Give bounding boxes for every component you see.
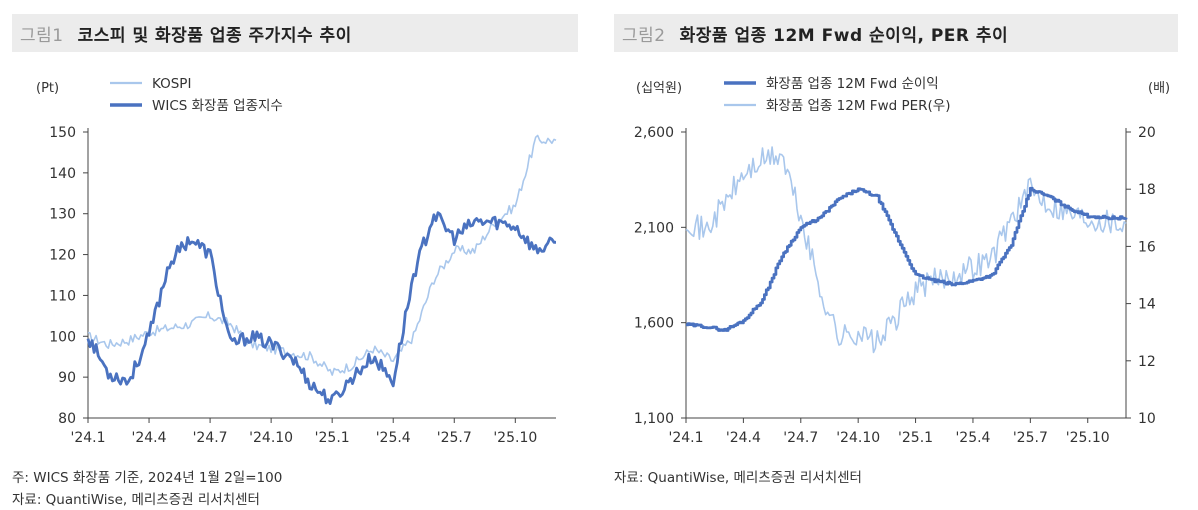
y-tick-label: 90	[58, 370, 76, 386]
figure-1-title: 코스피 및 화장품 업종 주가지수 추이	[77, 25, 352, 46]
y-axis-right-unit: (배)	[1148, 81, 1170, 96]
figure-1-source: 자료: QuantiWise, 메리츠증권 리서치센터	[12, 492, 260, 508]
y-right-tick-label: 18	[1138, 182, 1156, 198]
y-left-tick-label: 1,100	[634, 411, 674, 427]
figure-2-title-bar: 그림2 화장품 업종 12M Fwd 순이익, PER 추이	[614, 14, 1178, 52]
net-income-series-line	[686, 186, 1128, 332]
legend-label: 화장품 업종 12M Fwd 순이익	[766, 76, 939, 92]
legend-label: KOSPI	[152, 76, 191, 92]
y-right-tick-label: 12	[1138, 354, 1156, 370]
per-series-line	[685, 146, 1127, 354]
x-tick-label: '24.10	[249, 430, 293, 446]
y-tick-label: 130	[49, 207, 76, 223]
x-tick-label: '25.10	[1066, 430, 1110, 446]
legend-label: WICS 화장품 업종지수	[152, 98, 283, 114]
figure-2-source: 자료: QuantiWise, 메리츠증권 리서치센터	[614, 470, 862, 486]
x-tick-label: '25.7	[1013, 430, 1048, 446]
y-tick-label: 150	[49, 125, 76, 141]
y-tick-label: 100	[49, 329, 76, 345]
x-tick-label: '25.7	[437, 430, 472, 446]
figure-1-panel: 그림1 코스피 및 화장품 업종 주가지수 추이 (Pt) 80 90 100 110 1…	[0, 0, 590, 510]
x-tick-label: '25.4	[376, 430, 411, 446]
legend-label: 화장품 업종 12M Fwd PER(우)	[766, 98, 950, 114]
y-tick-label: 110	[49, 288, 76, 304]
x-tick-label: '25.1	[898, 430, 933, 446]
figure-2-number: 그림2	[622, 25, 666, 46]
x-tick-label: '24.4	[726, 430, 761, 446]
x-tick-label: '24.10	[836, 430, 880, 446]
figure-2-chart: (십억원) (배) 1,100 1,600 2,100 2,600 10 12 14 16 18 20…	[634, 76, 1170, 446]
x-tick-label: '24.1	[70, 430, 105, 446]
y-tick-label: 140	[49, 166, 76, 182]
y-right-tick-label: 20	[1138, 125, 1156, 141]
figure-2-title: 화장품 업종 12M Fwd 순이익, PER 추이	[679, 25, 1009, 46]
figure-1-chart: (Pt) 80 90 100 110 120 130 140 150 '24.1 '24.4 '24.…	[36, 76, 557, 446]
y-axis-left-unit: (십억원)	[636, 81, 682, 96]
x-tick-label: '24.1	[668, 430, 703, 446]
y-right-tick-label: 14	[1138, 297, 1156, 313]
y-right-tick-label: 16	[1138, 239, 1156, 255]
y-tick-label: 80	[58, 411, 76, 427]
figure-2-panel: 그림2 화장품 업종 12M Fwd 순이익, PER 추이 (십억원) (배) 1…	[600, 0, 1198, 510]
y-right-tick-label: 10	[1138, 411, 1156, 427]
x-tick-label: '24.7	[783, 430, 818, 446]
x-tick-label: '24.4	[132, 430, 167, 446]
y-left-tick-label: 1,600	[634, 316, 674, 332]
wics-cosmetics-series-line	[86, 211, 556, 405]
y-left-tick-label: 2,100	[634, 220, 674, 236]
x-tick-label: '25.4	[955, 430, 990, 446]
figure-1-number: 그림1	[20, 25, 64, 46]
y-axis-unit: (Pt)	[36, 81, 59, 96]
y-left-tick-label: 2,600	[634, 125, 674, 141]
figure-1-note: 주: WICS 화장품 기준, 2024년 1월 2일=100	[12, 470, 283, 486]
y-tick-label: 120	[49, 248, 76, 264]
figure-1-title-bar: 그림1 코스피 및 화장품 업종 주가지수 추이	[12, 14, 578, 52]
x-tick-label: '25.1	[315, 430, 350, 446]
x-tick-label: '25.10	[493, 430, 537, 446]
kospi-series-line	[87, 134, 557, 376]
x-tick-label: '24.7	[193, 430, 228, 446]
